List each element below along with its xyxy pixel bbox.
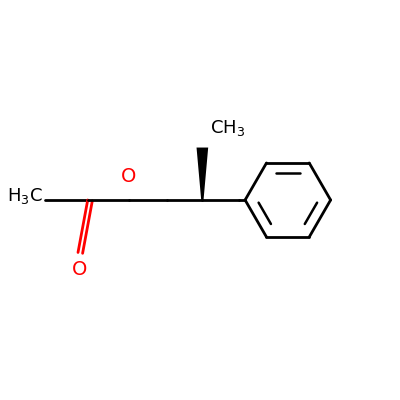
Text: H$_3$C: H$_3$C: [7, 186, 43, 206]
Text: CH$_3$: CH$_3$: [210, 118, 245, 138]
Text: O: O: [72, 260, 87, 279]
Text: O: O: [121, 167, 136, 186]
Polygon shape: [196, 148, 208, 200]
